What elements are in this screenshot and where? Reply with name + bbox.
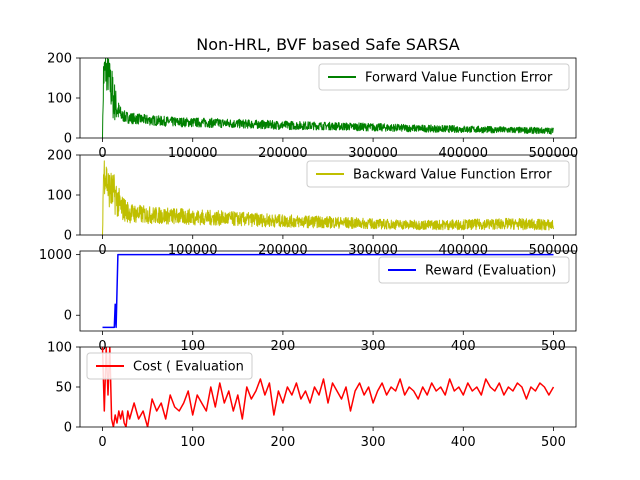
legend-box-1 [318,63,570,91]
x-tick-label-2-5: 400000 [438,243,488,258]
y-tick-label-3-2: 1000 [39,248,72,263]
x-tick-label-4-2: 100 [180,435,205,450]
legend-box-2 [306,160,570,188]
plot-area-1 [102,58,554,138]
legend-label-1: Forward Value Function Error [365,71,553,86]
x-tick-label-3-4: 300 [361,339,386,354]
x-tick-label-2-3: 200000 [258,243,308,258]
y-tick-label-1-3: 200 [47,52,72,67]
legend-box-3 [378,256,570,284]
series-line-3-1 [102,253,554,329]
x-tick-label-4-5: 400 [451,435,476,450]
y-tick-label-4-3: 100 [47,341,72,356]
subplot-1: 0 100000 200000 300000 400000 500000 0 100 200 Fo… [47,52,578,162]
legend-4: Cost ( Evaluation [86,352,253,380]
legend-2: Backward Value Function Error [306,160,570,188]
x-tick-label-1-3: 200000 [258,146,308,161]
legend-1: Forward Value Function Error [318,63,570,91]
x-tick-label-3-2: 100 [180,339,205,354]
subplot-4: 0 100 200 300 400 500 0 50 100 Cost ( Evaluation [47,341,577,450]
legend-3: Reward (Evaluation) [378,256,570,284]
plot-area-2 [102,160,554,235]
x-tick-label-1-6: 500000 [529,146,579,161]
series-line-4-1 [101,347,555,427]
x-tick-label-2-4: 300000 [348,243,398,258]
legend-label-3: Reward (Evaluation) [425,264,556,279]
plot-area-3 [102,253,554,329]
y-tick-label-2-1: 0 [64,229,72,244]
x-tick-label-4-4: 300 [361,435,386,450]
x-tick-label-4-1: 0 [98,435,106,450]
legend-box-4 [86,352,253,380]
x-tick-label-4-6: 500 [541,435,566,450]
x-tick-label-3-6: 500 [541,339,566,354]
chart-title: Non-HRL, BVF based Safe SARSA [196,35,460,54]
x-tick-label-1-1: 0 [98,146,106,161]
x-tick-label-2-1: 0 [98,243,106,258]
y-tick-label-2-3: 200 [47,149,72,164]
x-tick-label-2-6: 500000 [529,243,579,258]
legend-label-2: Backward Value Function Error [353,168,552,183]
x-tick-label-1-2: 100000 [168,146,218,161]
y-tick-label-4-1: 0 [64,421,72,436]
y-tick-label-2-2: 100 [47,189,72,204]
y-tick-label-1-2: 100 [47,92,72,107]
axes-frame-3 [79,250,577,332]
series-line-2-1 [102,160,554,235]
x-tick-label-3-5: 400 [451,339,476,354]
legend-label-4: Cost ( Evaluation [133,360,244,375]
x-tick-label-4-3: 200 [270,435,295,450]
subplot-2: 0 100000 200000 300000 400000 500000 0 100 200 Ba… [47,149,578,259]
x-tick-label-3-3: 200 [270,339,295,354]
series-line-1-1 [102,58,554,138]
x-tick-label-1-5: 400000 [438,146,488,161]
x-tick-label-3-1: 0 [98,339,106,354]
subplots: 0 100000 200000 300000 400000 5000000100200Fo… [39,52,578,451]
y-tick-label-1-1: 0 [64,132,72,147]
plot-area-4 [101,347,555,427]
subplot-3: 0 100 200 300 400 500 0 1000 Reward (Evaluation) [39,248,577,354]
y-tick-label-4-2: 50 [55,381,72,396]
x-tick-label-1-4: 300000 [348,146,398,161]
x-tick-label-2-2: 100000 [168,243,218,258]
y-tick-label-3-1: 0 [64,309,72,324]
